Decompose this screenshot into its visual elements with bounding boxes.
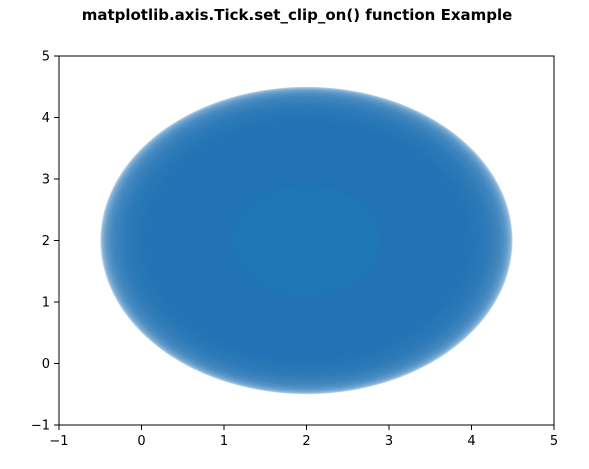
x-tick-label: 4 [467, 434, 475, 449]
x-tick-label: 3 [385, 434, 393, 449]
y-axis: −1 0 1 2 3 4 5 [31, 50, 59, 434]
y-tick-label: 0 [42, 357, 50, 372]
x-tick-label: 5 [550, 434, 558, 449]
x-tick-label: −1 [49, 434, 68, 449]
y-tick-label: 3 [42, 173, 50, 188]
x-tick-label: 1 [220, 434, 228, 449]
y-tick-label: 4 [42, 111, 50, 126]
x-tick-label: 0 [137, 434, 145, 449]
y-tick-label: −1 [31, 419, 50, 434]
x-axis: −1 0 1 2 3 4 5 [49, 425, 558, 449]
y-tick-label: 1 [42, 296, 50, 311]
chart-title: matplotlib.axis.Tick.set_clip_on() funct… [82, 6, 513, 24]
scatter-core [232, 185, 381, 296]
x-tick-label: 2 [302, 434, 310, 449]
plot-area [100, 87, 513, 394]
y-tick-label: 5 [42, 50, 50, 65]
y-tick-label: 2 [42, 234, 50, 249]
